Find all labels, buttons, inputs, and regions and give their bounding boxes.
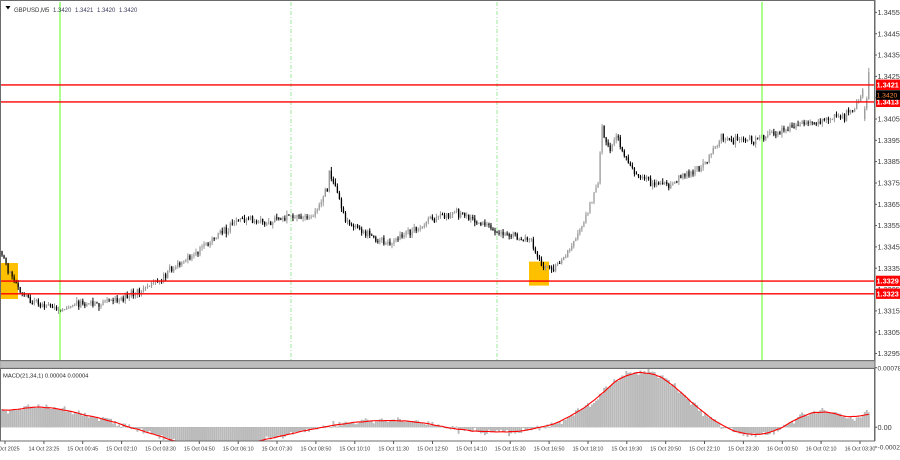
svg-text:1.3329: 1.3329	[877, 277, 899, 286]
svg-text:14 Oct 23:25: 14 Oct 23:25	[28, 447, 59, 453]
svg-text:1.3455: 1.3455	[878, 8, 900, 17]
svg-text:MACD(21,34,1) 0.00004 0.00004: MACD(21,34,1) 0.00004 0.00004	[3, 373, 89, 379]
svg-text:GBPUSD,M5: GBPUSD,M5	[14, 8, 50, 14]
svg-text:15 Oct 10:10: 15 Oct 10:10	[339, 447, 370, 453]
svg-text:1.3435: 1.3435	[878, 51, 900, 60]
svg-text:15 Oct 03:30: 15 Oct 03:30	[145, 447, 176, 453]
svg-text:1.3421: 1.3421	[877, 81, 899, 90]
svg-text:15 Oct 00:45: 15 Oct 00:45	[67, 447, 98, 453]
svg-text:1.3421: 1.3421	[75, 8, 94, 14]
svg-text:1.3420: 1.3420	[97, 8, 116, 14]
svg-text:0.00078: 0.00078	[878, 365, 900, 372]
svg-text:16 Oct 00:50: 16 Oct 00:50	[767, 447, 798, 453]
svg-text:15 Oct 07:30: 15 Oct 07:30	[262, 447, 293, 453]
svg-text:16 Oct 03:30: 16 Oct 03:30	[845, 447, 876, 453]
svg-text:15 Oct 02:10: 15 Oct 02:10	[106, 447, 137, 453]
svg-text:14 Oct 2025: 14 Oct 2025	[0, 447, 20, 453]
svg-text:1.3395: 1.3395	[878, 136, 900, 145]
svg-text:1.3335: 1.3335	[878, 264, 900, 273]
svg-text:1.3315: 1.3315	[878, 307, 900, 316]
svg-text:15 Oct 12:50: 15 Oct 12:50	[417, 447, 448, 453]
svg-text:15 Oct 04:50: 15 Oct 04:50	[184, 447, 215, 453]
svg-text:15 Oct 20:50: 15 Oct 20:50	[650, 447, 681, 453]
svg-text:1.3323: 1.3323	[877, 289, 899, 298]
svg-text:1.3420: 1.3420	[877, 93, 898, 100]
svg-text:1.3305: 1.3305	[878, 328, 900, 337]
svg-text:15 Oct 14:10: 15 Oct 14:10	[456, 447, 487, 453]
svg-text:1.3375: 1.3375	[878, 179, 900, 188]
svg-text:15 Oct 19:30: 15 Oct 19:30	[611, 447, 642, 453]
svg-text:15 Oct 08:50: 15 Oct 08:50	[300, 447, 331, 453]
svg-text:16 Oct 02:10: 16 Oct 02:10	[806, 447, 837, 453]
svg-text:15 Oct 22:10: 15 Oct 22:10	[689, 447, 720, 453]
svg-text:1.3295: 1.3295	[878, 349, 900, 358]
svg-text:1.3420: 1.3420	[119, 8, 138, 14]
svg-text:1.3445: 1.3445	[878, 29, 900, 38]
svg-text:1.3365: 1.3365	[878, 200, 900, 209]
svg-text:1.3385: 1.3385	[878, 157, 900, 166]
svg-text:15 Oct 16:50: 15 Oct 16:50	[534, 447, 565, 453]
svg-text:15 Oct 23:30: 15 Oct 23:30	[728, 447, 759, 453]
svg-text:1.3420: 1.3420	[53, 8, 72, 14]
svg-text:15 Oct 06:10: 15 Oct 06:10	[223, 447, 254, 453]
svg-text:1.3345: 1.3345	[878, 243, 900, 252]
svg-text:15 Oct 11:30: 15 Oct 11:30	[378, 447, 408, 453]
svg-text:-0.00026: -0.00026	[878, 445, 900, 452]
svg-text:1.3405: 1.3405	[878, 115, 900, 124]
svg-text:0.00: 0.00	[878, 423, 892, 432]
svg-text:15 Oct 18:10: 15 Oct 18:10	[573, 447, 604, 453]
svg-text:1.3355: 1.3355	[878, 221, 900, 230]
svg-text:15 Oct 15:30: 15 Oct 15:30	[495, 447, 526, 453]
